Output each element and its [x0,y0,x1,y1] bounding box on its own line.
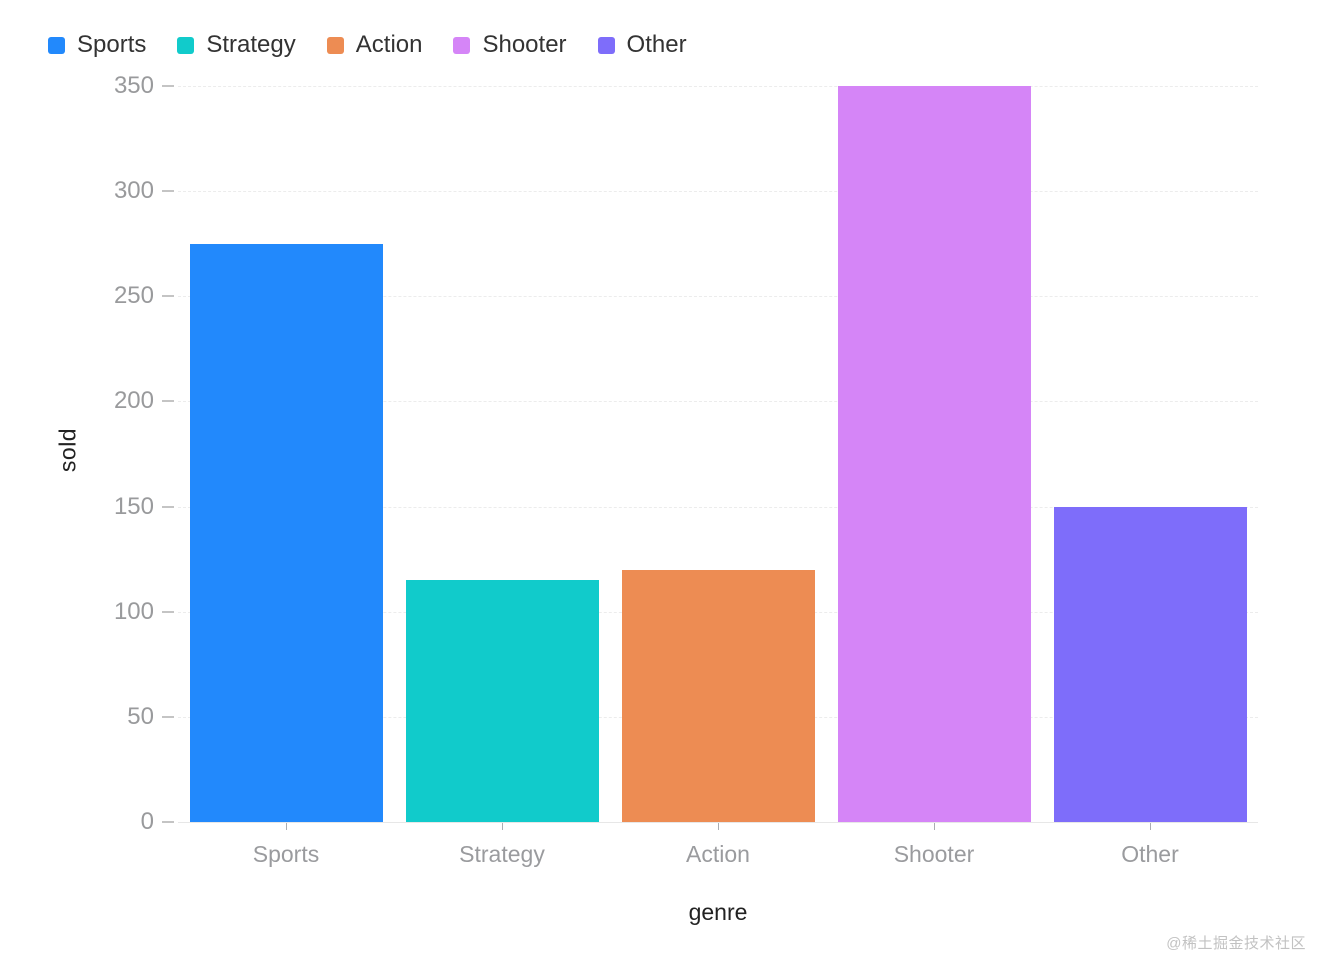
legend-label: Shooter [482,31,567,58]
legend-item-action[interactable]: Action [326,31,423,58]
y-tick-mark-0 [162,821,174,823]
x-axis-line [178,822,1258,823]
x-tick-mark-action [718,823,719,830]
legend-swatch-icon [177,36,195,54]
y-tick-mark-50 [162,716,174,718]
x-tick-label-sports: Sports [252,841,320,867]
legend-label: Other [626,31,687,58]
legend-swatch-icon [453,36,471,54]
x-tick-mark-other [1150,823,1151,830]
y-axis-title: sold [54,427,81,473]
legend-swatch-icon [326,36,344,54]
y-tick-label-100: 100 [113,598,154,625]
x-tick-label-other: Other [1121,841,1179,867]
y-tick-label-50: 50 [127,703,154,730]
x-tick-label-shooter: Shooter [893,841,975,867]
y-tick-mark-100 [162,611,174,613]
legend-item-other[interactable]: Other [597,31,687,58]
y-tick-label-0: 0 [140,808,154,835]
x-tick-label-action: Action [686,841,750,867]
legend-label: Action [355,31,423,58]
y-tick-label-300: 300 [113,177,154,204]
x-tick-label-strategy: Strategy [459,841,545,867]
y-tick-label-200: 200 [113,387,154,414]
bar-sports[interactable] [190,244,383,822]
legend-swatch-icon [597,36,615,54]
watermark-text: @稀土掘金技术社区 [1166,935,1306,952]
bar-action[interactable] [622,570,815,822]
gridline-250 [178,296,1258,297]
gridline-300 [178,191,1258,192]
legend-item-shooter[interactable]: Shooter [453,31,567,58]
y-tick-label-250: 250 [113,282,154,309]
x-tick-mark-sports [286,823,287,830]
y-tick-mark-300 [162,190,174,192]
legend-label: Sports [77,31,147,58]
bar-strategy[interactable] [406,580,599,822]
y-tick-mark-200 [162,400,174,402]
legend-item-strategy[interactable]: Strategy [177,31,296,58]
bar-shooter[interactable] [838,86,1031,822]
y-tick-label-350: 350 [113,72,154,99]
gridline-200 [178,401,1258,402]
legend-swatch-icon [48,36,65,54]
chart-legend: Sports Strategy Action Shooter Other [48,33,687,57]
gridline-150 [178,507,1258,508]
y-tick-mark-150 [162,506,174,508]
bar-other[interactable] [1054,507,1247,822]
legend-item-sports[interactable]: Sports [48,33,146,57]
legend-label: Strategy [206,31,296,58]
y-tick-mark-350 [162,85,174,87]
y-tick-label-150: 150 [113,493,154,520]
y-tick-mark-250 [162,295,174,297]
x-axis-title: genre [688,899,748,925]
x-tick-mark-strategy [502,823,503,830]
x-tick-mark-shooter [934,823,935,830]
gridline-350 [178,86,1258,87]
